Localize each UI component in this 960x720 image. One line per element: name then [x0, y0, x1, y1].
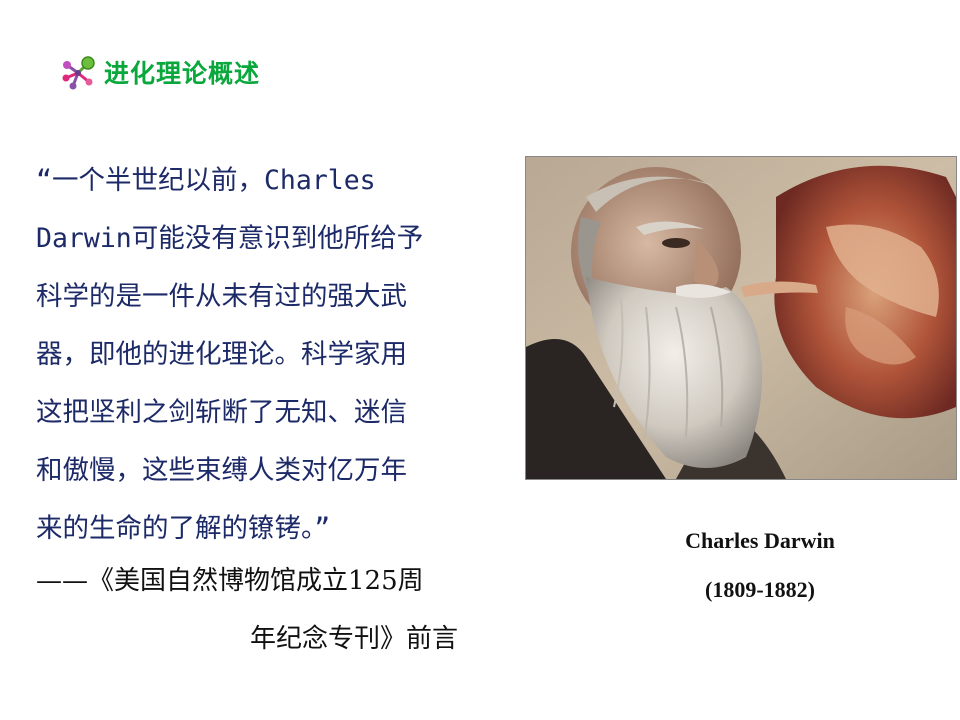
photo-caption-years: (1809-1882): [705, 577, 815, 602]
portrait-illustration: [526, 157, 956, 479]
quote-line: Darwin可能没有意识到他所给予: [36, 223, 424, 254]
quote-line: 来的生命的了解的镣铐。”: [36, 513, 331, 544]
quote-line: 科学的是一件从未有过的强大武: [36, 281, 407, 312]
darwin-portrait-image: [525, 156, 957, 480]
source-line: 年纪念专刊》前言: [250, 624, 459, 654]
quote-line: 器，即他的进化理论。科学家用: [36, 339, 407, 370]
quote-source: ——《美国自然博物馆成立125周 年纪念专刊》前言: [36, 552, 516, 668]
molecule-bullet-icon: [62, 56, 95, 90]
darwin-quote: “一个半世纪以前，Charles Darwin可能没有意识到他所给予 科学的是一…: [36, 152, 506, 558]
quote-line: 和傲慢，这些束缚人类对亿万年: [36, 455, 407, 486]
photo-caption-name: Charles Darwin: [685, 528, 835, 553]
slide-title-row: 进化理论概述: [58, 52, 260, 92]
quote-line: 这把坚利之剑斩断了无知、迷信: [36, 397, 407, 428]
quote-line: “一个半世纪以前，Charles: [36, 165, 376, 196]
slide-title: 进化理论概述: [104, 59, 261, 88]
source-line: ——《美国自然博物馆成立125周: [36, 566, 424, 596]
